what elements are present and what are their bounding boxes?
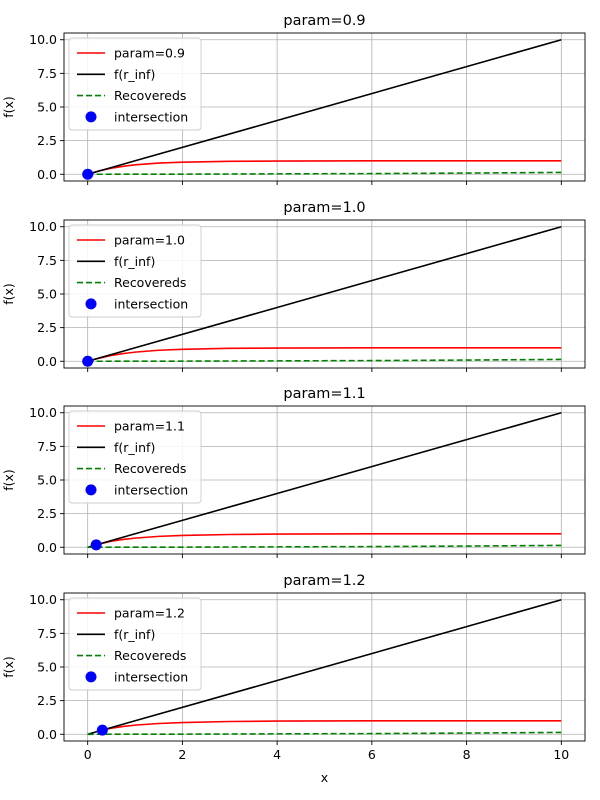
- y-tick-label: 0.0: [37, 540, 57, 555]
- y-tick-label: 7.5: [37, 626, 57, 641]
- subplot-2: 0.0 2.5 5.0 7.5 10.0 param=1.0 f(x) param=1.0 f(…: [1, 200, 586, 372]
- y-tick-label: 0.0: [37, 167, 57, 182]
- legend-label: intersection: [114, 296, 188, 311]
- series-line-3: [87, 358, 562, 363]
- y-tick-label: 10.0: [29, 219, 57, 234]
- legend-label: param=1.0: [114, 233, 185, 248]
- series-line-3: [87, 171, 562, 176]
- legend: param=0.9 f(r_inf) Recovereds intersection: [68, 37, 202, 131]
- x-tick-label: 4: [273, 747, 281, 762]
- subplot-3: 0.0 2.5 5.0 7.5 10.0 param=1.1 f(x) param=1.1 f(…: [1, 386, 586, 558]
- x-tick-label: 0: [84, 747, 92, 762]
- y-tick-label: 2.5: [37, 320, 57, 335]
- legend-marker: [85, 111, 97, 123]
- legend-label: Recovereds: [114, 461, 186, 476]
- legend-label: f(r_inf): [114, 627, 155, 642]
- y-tick-label: 2.5: [37, 133, 57, 148]
- legend: param=1.2 f(r_inf) Recovereds intersection: [68, 597, 202, 691]
- series-line-2: [87, 411, 562, 549]
- subplot-title: param=0.9: [283, 13, 365, 29]
- y-tick-label: 5.0: [37, 660, 57, 675]
- y-tick-label: 2.5: [37, 506, 57, 521]
- legend-label: param=1.2: [114, 606, 185, 621]
- series-line-3: [87, 731, 562, 736]
- y-tick-label: 0.0: [37, 727, 57, 742]
- legend-box: [68, 224, 202, 318]
- y-tick-label: 5.0: [37, 287, 57, 302]
- intersection-point: [82, 168, 94, 180]
- subplot-title: param=1.0: [283, 200, 365, 216]
- y-tick-label: 10.0: [29, 32, 57, 47]
- legend-marker: [85, 298, 97, 310]
- y-tick-label: 0.0: [37, 354, 57, 369]
- y-axis-label: f(x): [1, 469, 16, 491]
- legend-label: f(r_inf): [114, 254, 155, 269]
- legend-label: intersection: [114, 482, 188, 497]
- legend-marker: [85, 484, 97, 496]
- series-line-3: [87, 544, 562, 549]
- legend-label: intersection: [114, 109, 188, 124]
- y-tick-label: 5.0: [37, 473, 57, 488]
- legend-label: intersection: [114, 669, 188, 684]
- series-line-2: [87, 225, 562, 363]
- subplot-title: param=1.1: [283, 386, 365, 402]
- series-line-1: [102, 720, 562, 731]
- series-line-1: [87, 160, 562, 176]
- x-tick-label: 6: [368, 747, 376, 762]
- intersection-point: [96, 724, 108, 736]
- legend: param=1.0 f(r_inf) Recovereds intersection: [68, 224, 202, 318]
- legend-marker: [85, 671, 97, 683]
- y-axis-label: f(x): [1, 283, 16, 305]
- y-tick-label: 10.0: [29, 405, 57, 420]
- x-tick-label: 10: [553, 747, 569, 762]
- legend-label: Recovereds: [114, 275, 186, 290]
- legend-label: param=0.9: [114, 46, 185, 61]
- subplot-1: 0.0 2.5 5.0 7.5 10.0 param=0.9 f(x) param=0.9 f(…: [1, 13, 586, 185]
- legend-box: [68, 597, 202, 691]
- legend: param=1.1 f(r_inf) Recovereds intersection: [68, 410, 202, 504]
- subplot-title: param=1.2: [283, 573, 365, 589]
- y-tick-label: 7.5: [37, 66, 57, 81]
- y-tick-label: 2.5: [37, 693, 57, 708]
- x-tick-label: 2: [178, 747, 186, 762]
- y-tick-label: 5.0: [37, 100, 57, 115]
- x-axis-label: x: [321, 770, 328, 785]
- series-line-2: [87, 38, 562, 176]
- intersection-point: [90, 539, 102, 551]
- legend-box: [68, 410, 202, 504]
- legend-label: Recovereds: [114, 648, 186, 663]
- legend-label: param=1.1: [114, 419, 185, 434]
- intersection-point: [82, 355, 94, 367]
- y-tick-label: 10.0: [29, 592, 57, 607]
- y-axis-label: f(x): [1, 656, 16, 678]
- series-line-2: [87, 598, 562, 736]
- series-line-1: [95, 533, 562, 546]
- legend-label: f(r_inf): [114, 440, 155, 455]
- y-tick-label: 7.5: [37, 439, 57, 454]
- legend-label: f(r_inf): [114, 67, 155, 82]
- subplot-4: 0 2 4 6 8 10 0.0 2.5 5.0 7.5 10.0 param=1.2 f(x) x par…: [1, 573, 586, 785]
- legend-box: [68, 37, 202, 131]
- y-tick-label: 7.5: [37, 253, 57, 268]
- x-tick-label: 8: [463, 747, 471, 762]
- legend-label: Recovereds: [114, 88, 186, 103]
- series-line-1: [87, 347, 562, 363]
- y-axis-label: f(x): [1, 96, 16, 118]
